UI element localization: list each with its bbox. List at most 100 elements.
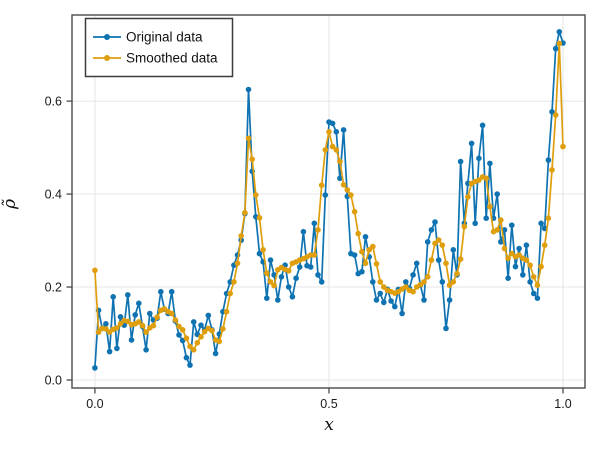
- data-point: [143, 347, 149, 353]
- data-point: [245, 86, 252, 93]
- data-point: [454, 270, 460, 277]
- data-point: [205, 312, 212, 319]
- data-point: [318, 182, 325, 188]
- data-point: [373, 297, 380, 303]
- data-point: [439, 279, 446, 285]
- data-point: [95, 329, 102, 335]
- data-point: [128, 337, 135, 343]
- data-point: [421, 279, 427, 285]
- data-point: [509, 250, 515, 257]
- data-point: [552, 45, 559, 52]
- data-point: [424, 239, 431, 245]
- data-point: [351, 252, 358, 258]
- y-tick-label: 0.2: [45, 280, 62, 294]
- data-point: [377, 279, 384, 285]
- data-point: [388, 298, 394, 304]
- data-point: [220, 326, 226, 332]
- data-point: [150, 322, 157, 329]
- data-point: [147, 310, 153, 317]
- legend-item: Original data: [93, 30, 203, 45]
- data-point: [556, 29, 563, 35]
- data-point: [527, 262, 533, 269]
- data-point: [362, 260, 369, 267]
- legend-box: [84, 17, 234, 78]
- data-point: [512, 263, 519, 270]
- data-point: [348, 192, 354, 198]
- data-point: [245, 135, 252, 142]
- data-point: [366, 247, 373, 253]
- data-point: [538, 263, 544, 270]
- data-point: [179, 327, 186, 333]
- data-point: [545, 215, 552, 221]
- data-point: [168, 310, 175, 317]
- data-point: [556, 40, 563, 47]
- data-point: [340, 127, 347, 133]
- data-point: [516, 252, 522, 258]
- data-point: [92, 365, 98, 371]
- data-point: [132, 312, 138, 318]
- data-point: [333, 129, 340, 135]
- data-point: [103, 321, 109, 327]
- data-point: [428, 227, 435, 233]
- data-point: [399, 310, 405, 317]
- data-point: [381, 299, 387, 306]
- data-series: [92, 29, 566, 371]
- data-point: [494, 191, 501, 197]
- data-point: [549, 109, 555, 115]
- data-point: [275, 297, 281, 303]
- x-axis-label: x: [324, 415, 334, 435]
- data-point: [476, 177, 482, 183]
- data-point: [307, 264, 314, 270]
- data-point: [172, 317, 179, 323]
- data-point: [443, 325, 449, 332]
- series-smoothed-data: [92, 40, 566, 353]
- data-point: [278, 274, 285, 280]
- data-point: [285, 268, 292, 274]
- data-point: [154, 314, 160, 321]
- data-point: [190, 319, 197, 325]
- data-point: [457, 256, 464, 262]
- data-point: [158, 288, 164, 295]
- data-point: [168, 288, 175, 295]
- data-point: [315, 272, 321, 278]
- data-point: [187, 362, 193, 368]
- data-point: [450, 279, 457, 285]
- legend-marker-dot: [104, 55, 110, 61]
- data-point: [326, 129, 332, 135]
- data-point: [450, 247, 457, 253]
- data-point: [410, 288, 416, 295]
- data-point: [534, 282, 541, 289]
- data-point: [242, 209, 248, 216]
- data-point: [381, 284, 387, 290]
- data-point: [541, 242, 548, 248]
- y-axis-label: ρ̃: [0, 199, 20, 210]
- data-point: [432, 240, 438, 247]
- axis-ticks: [66, 100, 564, 394]
- data-point: [114, 345, 120, 352]
- data-point: [256, 250, 263, 257]
- data-point: [333, 147, 340, 153]
- data-point: [534, 295, 541, 302]
- data-point: [322, 192, 329, 198]
- y-tick-label: 0.6: [45, 94, 62, 108]
- data-point: [285, 284, 292, 290]
- data-point: [117, 321, 124, 327]
- data-point: [545, 157, 552, 163]
- data-point: [435, 237, 442, 243]
- data-point: [446, 282, 453, 289]
- data-point: [311, 220, 318, 227]
- data-point: [322, 147, 329, 153]
- data-point: [523, 257, 530, 263]
- data-point: [264, 295, 270, 302]
- data-point: [487, 203, 493, 210]
- data-point: [498, 239, 504, 245]
- data-point: [483, 215, 490, 221]
- data-point: [501, 245, 508, 252]
- legend: Original data Smoothed data: [84, 17, 234, 78]
- y-tick-label: 0.0: [45, 373, 62, 387]
- data-point: [435, 257, 442, 263]
- data-point: [494, 227, 501, 233]
- data-point: [223, 308, 230, 315]
